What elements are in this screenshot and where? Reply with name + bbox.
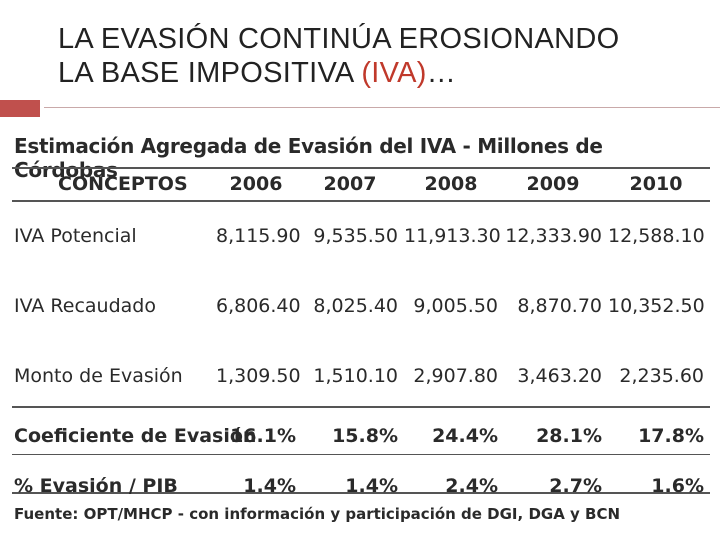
row-label: IVA Potencial [14,225,137,247]
table-cell: 12,588.10 [608,225,705,247]
table-cell: 1,510.10 [313,365,398,387]
table-cell: 11,913.30 [404,225,501,247]
table-cell: 10,352.50 [608,295,705,317]
title-line-2: LA BASE IMPOSITIVA (IVA)… [58,56,708,90]
row-label: Coeficiente de Evasión [14,425,257,447]
title-divider [44,107,720,108]
table-cell: 1.4% [243,475,296,497]
table-cell: 16.1% [230,425,296,447]
table-row: % Evasión / PIB 1.4% 1.4% 2.4% 2.7% 1.6% [12,461,710,511]
header-2006: 2006 [229,173,283,195]
table-cell: 12,333.90 [505,225,602,247]
header-2007: 2007 [323,173,377,195]
summary-mid-rule [12,454,710,455]
title-accent-bar [0,100,40,117]
footer-rule [12,492,710,494]
table-row: IVA Recaudado 6,806.40 8,025.40 9,005.50… [12,271,710,341]
row-label: IVA Recaudado [14,295,156,317]
title-line-1: LA EVASIÓN CONTINÚA EROSIONANDO [58,23,620,55]
header-bottom-rule [12,200,710,202]
table-row: Monto de Evasión 1,309.50 1,510.10 2,907… [12,341,710,411]
table-cell: 1.4% [345,475,398,497]
slide-title: LA EVASIÓN CONTINÚA EROSIONANDO LA BASE … [58,22,708,90]
table-cell: 9,535.50 [313,225,398,247]
table-row: Coeficiente de Evasión 16.1% 15.8% 24.4%… [12,411,710,461]
table-cell: 8,025.40 [313,295,398,317]
table-cell: 9,005.50 [413,295,498,317]
table-cell: 3,463.20 [517,365,602,387]
header-2008: 2008 [424,173,478,195]
table-cell: 8,115.90 [216,225,301,247]
table-cell: 1,309.50 [216,365,301,387]
header-2009: 2009 [526,173,580,195]
table-source: Fuente: OPT/MHCP - con información y par… [14,505,621,523]
table-cell: 2,235.60 [619,365,704,387]
table-title: Estimación Agregada de Evasión del IVA -… [14,134,603,182]
title-line-2-main: LA BASE IMPOSITIVA [58,57,362,89]
title-accent: (IVA) [361,57,427,89]
evasion-table: CONCEPTOS 2006 2007 2008 2009 2010 IVA P… [12,167,710,511]
table-cell: 15.8% [332,425,398,447]
row-label: % Evasión / PIB [14,475,178,497]
table-cell: 6,806.40 [216,295,301,317]
summary-rule [12,406,710,408]
table-cell: 1.6% [651,475,704,497]
table-cell: 24.4% [432,425,498,447]
title-bar-gap [40,100,44,117]
header-row: CONCEPTOS 2006 2007 2008 2009 2010 [12,167,710,201]
table-cell: 2.7% [549,475,602,497]
header-2010: 2010 [629,173,683,195]
table-cell: 17.8% [638,425,704,447]
row-label: Monto de Evasión [14,365,183,387]
table-cell: 28.1% [536,425,602,447]
table-cell: 2.4% [445,475,498,497]
table-image: Estimación Agregada de Evasión del IVA -… [8,124,712,532]
table-cell: 8,870.70 [517,295,602,317]
table-row: IVA Potencial 8,115.90 9,535.50 11,913.3… [12,201,710,271]
header-conceptos: CONCEPTOS [58,173,188,195]
title-line-2-end: … [426,57,457,89]
table-cell: 2,907.80 [413,365,498,387]
header-top-rule [12,167,710,169]
